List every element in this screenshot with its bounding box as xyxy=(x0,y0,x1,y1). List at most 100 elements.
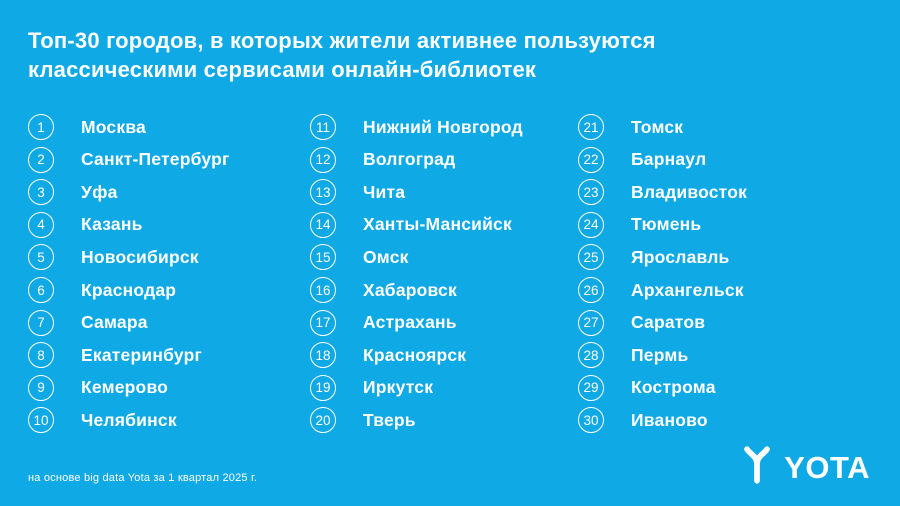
rank-number: 24 xyxy=(583,217,599,233)
list-row: 27 Саратов xyxy=(578,309,900,336)
rank-number: 7 xyxy=(37,315,45,331)
rank-number: 16 xyxy=(315,282,331,298)
rank-number: 21 xyxy=(583,119,599,135)
rank-badge: 17 xyxy=(310,309,336,336)
rank-number: 15 xyxy=(315,249,331,265)
rank-number: 1 xyxy=(37,119,45,135)
rank-number: 19 xyxy=(315,380,331,396)
city-name: Архангельск xyxy=(631,279,744,300)
list-row: 29 Кострома xyxy=(578,374,900,401)
list-column: 1 Москва 2 Санкт-Петербург 3 Уфа 4 Казан… xyxy=(28,114,310,434)
city-name: Иркутск xyxy=(363,377,434,398)
rank-badge: 22 xyxy=(578,146,604,173)
rank-number: 2 xyxy=(37,152,45,168)
rank-number: 10 xyxy=(33,412,49,428)
rank-number: 17 xyxy=(315,315,331,331)
rank-badge: 18 xyxy=(310,342,336,369)
rank-number: 14 xyxy=(315,217,331,233)
city-name: Челябинск xyxy=(81,409,177,430)
city-name: Кемерово xyxy=(81,377,169,398)
rank-number: 3 xyxy=(37,184,45,200)
city-name: Ярославль xyxy=(631,246,730,267)
city-name: Санкт-Петербург xyxy=(81,149,230,170)
list-row: 6 Краснодар xyxy=(28,277,310,304)
list-row: 21 Томск xyxy=(578,114,900,141)
city-name: Новосибирск xyxy=(81,246,199,267)
rank-badge: 12 xyxy=(310,146,336,173)
list-row: 14 Ханты-Мансийск xyxy=(310,211,578,238)
rank-badge: 11 xyxy=(310,114,336,141)
rank-number: 13 xyxy=(315,184,331,200)
rank-number: 20 xyxy=(315,412,331,428)
list-row: 28 Пермь xyxy=(578,342,900,369)
city-name: Омск xyxy=(363,246,409,267)
rank-badge: 23 xyxy=(578,179,604,206)
rank-badge: 13 xyxy=(310,179,336,206)
city-name: Иваново xyxy=(631,409,708,430)
city-name: Волгоград xyxy=(363,149,456,170)
list-row: 2 Санкт-Петербург xyxy=(28,146,310,173)
city-name: Владивосток xyxy=(631,181,748,202)
rank-number: 18 xyxy=(315,347,331,363)
rank-number: 5 xyxy=(37,249,45,265)
rank-badge: 5 xyxy=(28,244,54,271)
rank-badge: 28 xyxy=(578,342,604,369)
yota-wordmark: YOTA xyxy=(784,450,870,485)
city-name: Самара xyxy=(81,312,148,333)
rank-number: 25 xyxy=(583,249,599,265)
rank-badge: 6 xyxy=(28,277,54,304)
rank-badge: 14 xyxy=(310,211,336,238)
rank-number: 11 xyxy=(315,119,330,135)
city-name: Казань xyxy=(81,214,143,235)
city-name: Москва xyxy=(81,116,146,137)
title-line-2: классическими сервисами онлайн-библиотек xyxy=(28,57,537,83)
rank-badge: 10 xyxy=(28,407,54,434)
list-column: 11 Нижний Новгород 12 Волгоград 13 Чита … xyxy=(310,114,578,434)
source-note: на основе big data Yota за 1 квартал 202… xyxy=(28,472,258,484)
list-row: 16 Хабаровск xyxy=(310,277,578,304)
rank-badge: 27 xyxy=(578,309,604,336)
rank-badge: 19 xyxy=(310,374,336,401)
list-row: 26 Архангельск xyxy=(578,277,900,304)
rank-number: 12 xyxy=(315,152,331,168)
rank-badge: 15 xyxy=(310,244,336,271)
city-name: Нижний Новгород xyxy=(363,116,523,137)
list-row: 19 Иркутск xyxy=(310,374,578,401)
rank-badge: 7 xyxy=(28,309,54,336)
city-name: Пермь xyxy=(631,344,689,365)
city-name: Барнаул xyxy=(631,149,707,170)
city-name: Кострома xyxy=(631,377,716,398)
rank-badge: 29 xyxy=(578,374,604,401)
city-name: Томск xyxy=(631,116,684,137)
rank-badge: 30 xyxy=(578,407,604,434)
title-line-1: Топ-30 городов, в которых жители активне… xyxy=(28,28,656,53)
rank-number: 22 xyxy=(583,152,599,168)
list-row: 12 Волгоград xyxy=(310,146,578,173)
city-name: Екатеринбург xyxy=(81,344,202,365)
rank-list: 1 Москва 2 Санкт-Петербург 3 Уфа 4 Казан… xyxy=(0,114,900,434)
list-row: 15 Омск xyxy=(310,244,578,271)
rank-badge: 20 xyxy=(310,407,336,434)
list-row: 1 Москва xyxy=(28,114,310,141)
list-column: 21 Томск 22 Барнаул 23 Владивосток 24 Тю… xyxy=(578,114,900,434)
yota-logo: YOTA xyxy=(739,445,870,490)
list-row: 17 Астрахань xyxy=(310,309,578,336)
rank-badge: 9 xyxy=(28,374,54,401)
city-name: Астрахань xyxy=(363,312,457,333)
list-row: 20 Тверь xyxy=(310,407,578,434)
rank-badge: 16 xyxy=(310,277,336,304)
list-row: 4 Казань xyxy=(28,211,310,238)
list-row: 24 Тюмень xyxy=(578,211,900,238)
list-row: 13 Чита xyxy=(310,179,578,206)
rank-badge: 25 xyxy=(578,244,604,271)
list-row: 18 Красноярск xyxy=(310,342,578,369)
rank-number: 4 xyxy=(37,217,45,233)
rank-badge: 21 xyxy=(578,114,604,141)
rank-number: 8 xyxy=(37,347,45,363)
city-name: Ханты-Мансийск xyxy=(363,214,512,235)
rank-number: 26 xyxy=(583,282,599,298)
rank-badge: 26 xyxy=(578,277,604,304)
list-row: 9 Кемерово xyxy=(28,374,310,401)
list-row: 30 Иваново xyxy=(578,407,900,434)
list-row: 8 Екатеринбург xyxy=(28,342,310,369)
